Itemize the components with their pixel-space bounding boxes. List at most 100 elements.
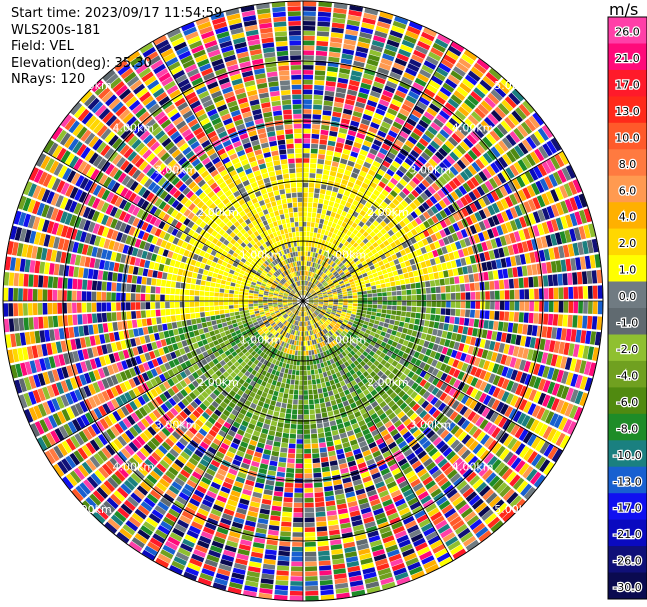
gate-cell	[332, 239, 338, 245]
gate-cell	[509, 232, 517, 244]
gate-cell	[507, 245, 515, 256]
gate-cell	[289, 389, 294, 395]
gate-cell	[304, 541, 316, 547]
gate-cell	[401, 39, 415, 49]
gate-cell	[297, 424, 303, 430]
gate-cell	[320, 278, 325, 283]
gate-cell	[322, 371, 328, 378]
gate-cell	[331, 191, 338, 198]
gate-cell	[296, 453, 303, 459]
gate-cell	[307, 276, 310, 281]
gate-cell	[467, 411, 477, 422]
gate-cell	[269, 520, 280, 526]
gate-cell	[348, 298, 353, 301]
gate-cell	[475, 143, 486, 154]
gate-cell	[317, 259, 321, 265]
gate-cell	[433, 192, 442, 202]
gate-cell	[327, 307, 333, 311]
gate-cell	[340, 332, 346, 338]
gate-cell	[518, 277, 524, 288]
gate-cell	[350, 326, 356, 331]
gate-cell	[320, 589, 334, 596]
gate-cell	[284, 368, 289, 374]
gate-cell	[515, 383, 524, 396]
gate-cell	[325, 246, 330, 252]
gate-cell	[370, 315, 376, 320]
gate-cell	[534, 288, 539, 300]
gate-cell	[288, 354, 292, 360]
gate-cell	[321, 255, 326, 261]
gate-cell	[373, 262, 380, 269]
gate-cell	[342, 148, 351, 156]
gate-cell	[519, 385, 528, 398]
gate-cell	[472, 188, 481, 199]
gate-cell	[482, 75, 496, 88]
gate-cell	[398, 321, 405, 327]
gate-cell	[410, 219, 419, 228]
gate-cell	[318, 555, 331, 561]
gate-cell	[335, 213, 341, 220]
gate-cell	[436, 426, 446, 436]
gate-cell	[373, 189, 381, 197]
gate-cell	[303, 45, 315, 51]
gate-cell	[303, 221, 307, 227]
gate-cell	[574, 359, 582, 373]
gate-cell	[460, 449, 471, 460]
gate-cell	[316, 282, 321, 287]
gate-cell	[343, 261, 349, 267]
gate-cell	[425, 334, 432, 342]
gate-cell	[538, 145, 549, 159]
gate-cell	[355, 282, 361, 287]
gate-cell	[334, 258, 340, 264]
gate-cell	[361, 251, 367, 257]
gate-cell	[328, 450, 336, 457]
gate-cell	[455, 403, 464, 413]
gate-cell	[511, 89, 525, 102]
gate-cell	[303, 172, 309, 178]
gate-cell	[320, 189, 326, 195]
gate-cell	[323, 294, 328, 297]
gate-cell	[317, 314, 322, 319]
gate-cell	[465, 256, 472, 265]
gate-cell	[370, 165, 379, 173]
gate-cell	[381, 269, 388, 275]
gate-cell	[325, 500, 336, 507]
gate-cell	[366, 58, 379, 67]
gate-cell	[431, 182, 440, 192]
gate-cell	[300, 321, 302, 327]
gate-cell	[280, 447, 288, 453]
gate-cell	[554, 187, 564, 201]
gate-cell	[279, 452, 287, 458]
gate-cell	[357, 322, 364, 327]
gate-cell	[387, 181, 396, 189]
gate-cell	[365, 257, 372, 264]
gate-cell	[416, 294, 422, 301]
gate-cell	[528, 375, 537, 388]
gate-cell	[486, 149, 497, 161]
gate-cell	[288, 369, 293, 375]
gate-cell	[487, 113, 499, 125]
gate-cell	[524, 301, 530, 312]
gate-cell	[500, 258, 507, 268]
gate-cell	[369, 371, 377, 378]
gate-cell	[383, 116, 394, 125]
gate-cell	[353, 141, 362, 149]
gate-cell	[331, 310, 337, 314]
gate-cell	[297, 350, 301, 356]
gate-cell	[474, 368, 483, 378]
gate-cell	[313, 364, 318, 370]
gate-cell	[561, 371, 569, 384]
gate-cell	[313, 302, 319, 305]
gate-cell	[279, 541, 291, 547]
gate-cell	[303, 128, 311, 134]
gate-cell	[531, 405, 541, 418]
gate-cell	[513, 127, 525, 141]
gate-cell	[417, 397, 426, 406]
gate-cell	[303, 70, 314, 75]
gate-cell	[456, 144, 467, 155]
gate-cell	[352, 292, 358, 296]
gate-cell	[420, 313, 426, 320]
gate-cell	[482, 230, 490, 241]
gate-cell	[359, 210, 367, 217]
gate-cell	[420, 192, 429, 201]
